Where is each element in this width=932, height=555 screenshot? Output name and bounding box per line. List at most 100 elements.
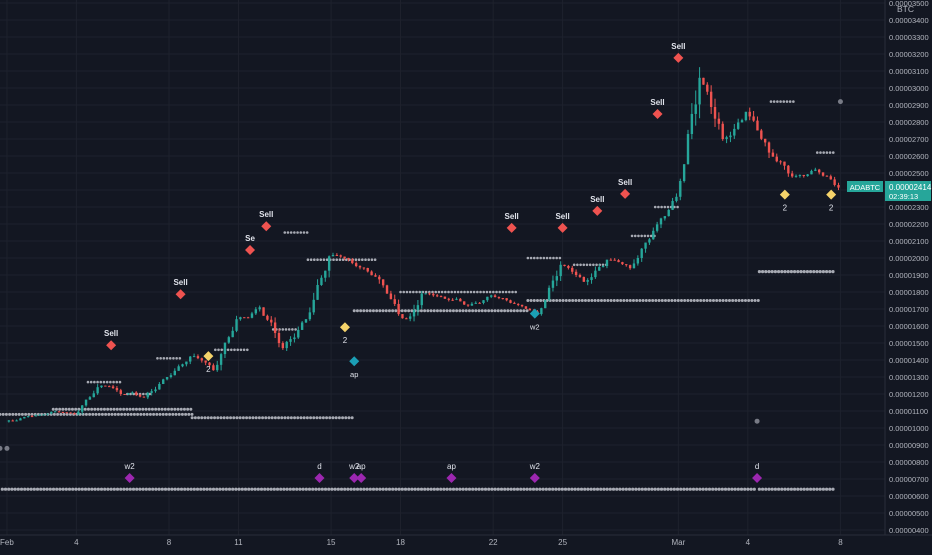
candle[interactable]	[23, 416, 26, 419]
candle[interactable]	[370, 270, 373, 276]
sell-diamond[interactable]	[106, 340, 117, 351]
candle[interactable]	[412, 304, 416, 322]
candle[interactable]	[300, 321, 304, 331]
candle[interactable]	[740, 118, 744, 123]
candle[interactable]	[335, 253, 339, 256]
candle[interactable]	[644, 242, 647, 253]
candle[interactable]	[463, 301, 466, 306]
sell-diamond[interactable]	[620, 188, 631, 199]
candle[interactable]	[717, 112, 721, 130]
candle[interactable]	[505, 298, 508, 302]
candle[interactable]	[354, 261, 358, 268]
candle[interactable]	[578, 273, 582, 278]
candle[interactable]	[632, 259, 636, 269]
candle[interactable]	[11, 419, 14, 422]
candle[interactable]	[235, 315, 238, 333]
pattern-diamond[interactable]	[349, 356, 360, 367]
divergence-diamond[interactable]	[356, 473, 367, 483]
candle[interactable]	[366, 267, 369, 273]
candle[interactable]	[15, 419, 18, 422]
candle[interactable]	[208, 361, 211, 368]
candle[interactable]	[617, 259, 620, 263]
divergence-signal[interactable]: w2	[348, 462, 360, 483]
candle[interactable]	[77, 409, 80, 416]
candle[interactable]	[100, 385, 103, 389]
candle[interactable]	[563, 264, 566, 267]
candle[interactable]	[783, 161, 786, 170]
candle[interactable]	[601, 265, 605, 268]
candle[interactable]	[270, 316, 273, 327]
candle[interactable]	[285, 340, 288, 352]
candle[interactable]	[200, 357, 204, 363]
candle[interactable]	[779, 160, 782, 165]
buy-signal[interactable]: 2	[203, 351, 214, 374]
divergence-diamond[interactable]	[446, 473, 457, 483]
candle[interactable]	[308, 307, 312, 321]
divergence-signal[interactable]: w2	[124, 462, 136, 483]
pattern-diamond[interactable]	[529, 308, 540, 319]
divergence-diamond[interactable]	[124, 473, 135, 483]
candle[interactable]	[243, 317, 246, 319]
candle[interactable]	[42, 414, 45, 416]
candle[interactable]	[239, 316, 242, 321]
candle[interactable]	[162, 378, 165, 385]
candle[interactable]	[833, 176, 836, 187]
candle[interactable]	[713, 98, 717, 127]
candle[interactable]	[760, 128, 763, 141]
candle[interactable]	[420, 290, 423, 309]
candle[interactable]	[297, 326, 300, 339]
candle[interactable]	[258, 305, 261, 312]
pattern-signal[interactable]: ap	[349, 356, 360, 379]
candle[interactable]	[748, 107, 751, 121]
divergence-signal[interactable]: d	[752, 462, 763, 483]
candle[interactable]	[227, 335, 231, 344]
candle[interactable]	[273, 317, 277, 339]
candle[interactable]	[540, 307, 543, 316]
candle[interactable]	[104, 385, 107, 387]
candle[interactable]	[667, 208, 670, 217]
candle[interactable]	[73, 412, 76, 415]
candle[interactable]	[675, 193, 678, 203]
candle[interactable]	[621, 261, 624, 266]
candle[interactable]	[771, 149, 775, 157]
candle[interactable]	[401, 313, 404, 319]
candle[interactable]	[652, 227, 655, 240]
candle[interactable]	[559, 261, 562, 281]
candle[interactable]	[316, 279, 319, 300]
candle[interactable]	[119, 388, 122, 396]
candle[interactable]	[169, 373, 173, 379]
candle[interactable]	[493, 294, 497, 298]
buy-signal[interactable]: 2	[779, 189, 790, 213]
buy-signal[interactable]: 2	[826, 189, 837, 213]
candle[interactable]	[582, 276, 586, 282]
divergence-diamond[interactable]	[314, 473, 325, 483]
candle[interactable]	[736, 118, 740, 130]
candle[interactable]	[497, 296, 501, 300]
candle[interactable]	[501, 297, 504, 300]
candle[interactable]	[613, 258, 616, 261]
candle[interactable]	[470, 302, 474, 306]
candle[interactable]	[173, 368, 176, 376]
candle[interactable]	[455, 297, 458, 301]
sell-diamond[interactable]	[557, 222, 568, 233]
candle[interactable]	[636, 255, 640, 266]
candle[interactable]	[802, 174, 805, 178]
candle[interactable]	[250, 311, 254, 319]
buy-signal[interactable]: 2	[339, 322, 350, 345]
candle[interactable]	[158, 382, 161, 390]
candle[interactable]	[123, 393, 126, 395]
sell-diamond[interactable]	[261, 221, 272, 232]
sell-signal[interactable]: Sell	[104, 329, 118, 351]
sell-signal[interactable]: Sell	[618, 178, 632, 199]
candle[interactable]	[69, 412, 72, 414]
pattern-signal[interactable]: w2	[529, 308, 540, 332]
sell-signal[interactable]: Se	[245, 234, 255, 255]
candle[interactable]	[702, 77, 705, 85]
candle[interactable]	[671, 197, 674, 211]
candle[interactable]	[246, 316, 250, 319]
candle[interactable]	[474, 301, 477, 304]
candle[interactable]	[451, 298, 454, 301]
candle[interactable]	[88, 396, 92, 400]
candle[interactable]	[53, 410, 57, 413]
